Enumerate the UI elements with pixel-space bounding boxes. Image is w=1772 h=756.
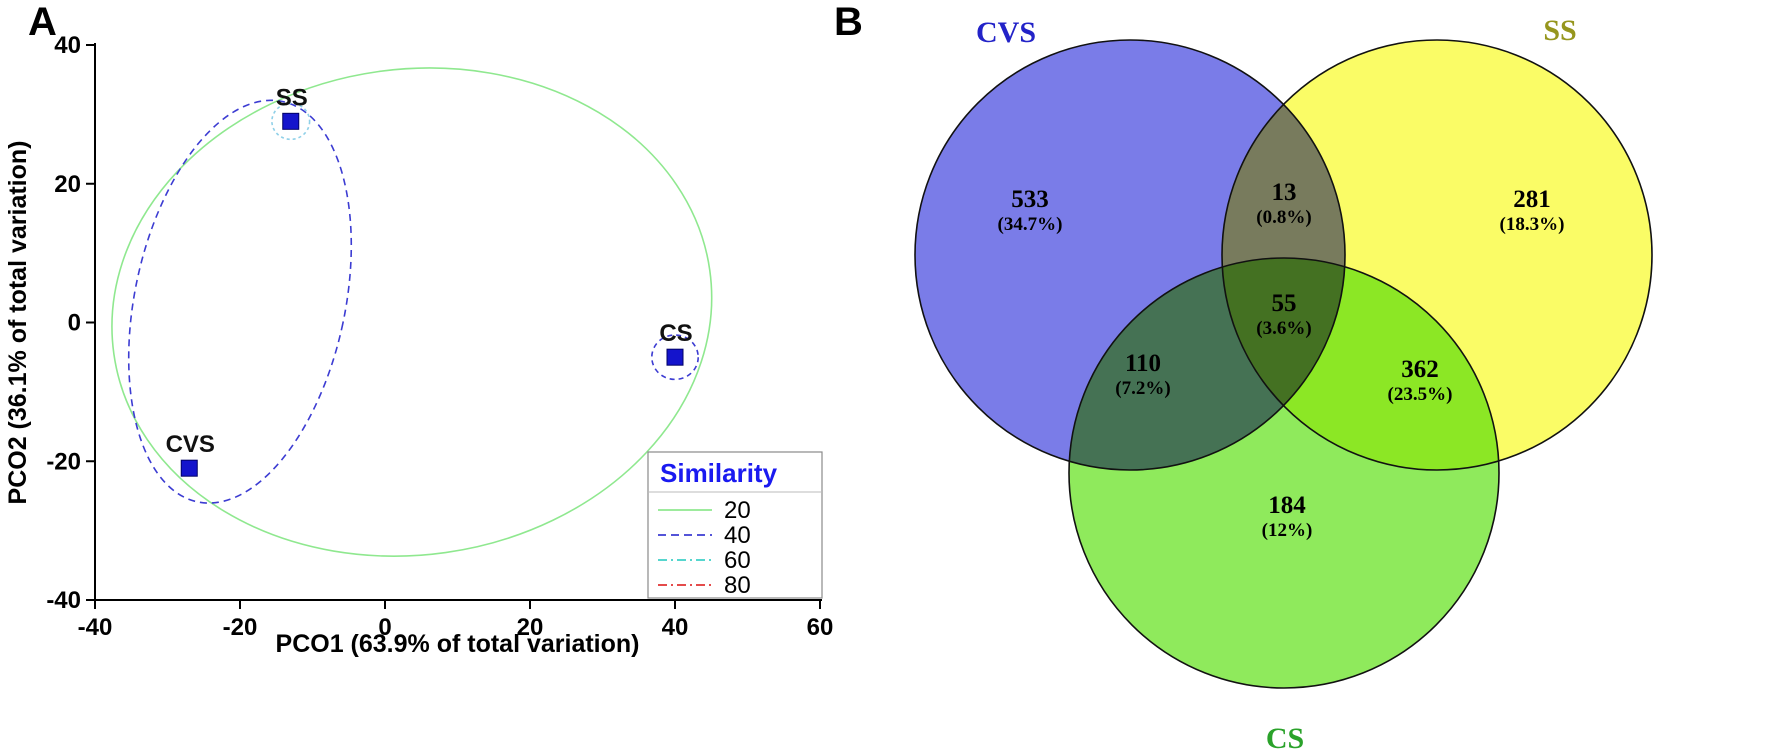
- point-label-CVS: CVS: [166, 431, 215, 458]
- point-label-SS: SS: [276, 84, 308, 111]
- venn-value-cvs_cs: 110: [1125, 350, 1161, 377]
- venn-value-cs: 184: [1268, 492, 1306, 519]
- venn-outline-CVS: [914, 39, 1346, 471]
- similarity-contour-20: [111, 67, 713, 557]
- legend-entry-20: 20: [724, 497, 751, 524]
- venn-set-label-SS: SS: [1543, 14, 1576, 47]
- venn-percent-ss: (18.3%): [1500, 214, 1565, 235]
- legend-entry-80: 80: [724, 572, 751, 599]
- venn-value-cvs_ss_cs: 55: [1272, 290, 1297, 317]
- y-tick-label: 0: [68, 310, 81, 337]
- point-CVS: [180, 459, 198, 477]
- point-CS: [666, 348, 684, 366]
- venn-circle-CS: [1069, 258, 1499, 688]
- y-tick-label: -40: [46, 587, 81, 614]
- venn-percent-ss_cs: (23.5%): [1388, 384, 1453, 405]
- venn-outline-CS: [1068, 257, 1500, 689]
- legend-entry-60: 60: [724, 547, 751, 574]
- similarity-contour-40: [650, 334, 699, 381]
- y-tick-label: 40: [54, 32, 81, 59]
- x-tick-label: 0: [378, 614, 391, 641]
- point-label-CS: CS: [659, 320, 692, 347]
- venn-value-ss: 281: [1513, 186, 1551, 213]
- venn-percent-cvs_ss_cs: (3.6%): [1256, 318, 1311, 339]
- similarity-contour-60: [271, 102, 311, 141]
- y-tick-label: -20: [46, 448, 81, 475]
- legend-box: [647, 451, 823, 599]
- venn-diagram: CVS SS CS 533(34.7%) 281(18.3%) 13(0.8%) 55(3.…: [914, 14, 1653, 755]
- venn-percent-cvs_ss: (0.8%): [1256, 207, 1311, 228]
- venn-percent-cs: (12%): [1262, 520, 1313, 541]
- legend-entry-40: 40: [724, 522, 751, 549]
- x-tick-label: 20: [517, 614, 544, 641]
- venn-circles: [915, 40, 1652, 688]
- venn-value-ss_cs: 362: [1401, 356, 1439, 383]
- venn-set-label-CS: CS: [1266, 722, 1304, 755]
- venn-value-cvs_ss: 13: [1272, 179, 1297, 206]
- x-axis-label: PCO1 (63.9% of total variation): [276, 630, 640, 658]
- x-tick-label: -20: [223, 614, 258, 641]
- y-axis-label: PCO2 (36.1% of total variation): [4, 141, 32, 505]
- x-tick-label: 60: [807, 614, 834, 641]
- y-tick-label: 20: [54, 171, 81, 198]
- similarity-contour-40: [127, 99, 353, 504]
- venn-value-cvs: 533: [1011, 186, 1049, 213]
- x-tick-label: -40: [78, 614, 113, 641]
- panel-a-label: A: [28, 0, 57, 44]
- venn-percent-cvs: (34.7%): [998, 214, 1063, 235]
- venn-percent-cvs_cs: (7.2%): [1115, 378, 1170, 399]
- venn-outline-SS: [1221, 39, 1653, 471]
- venn-set-label-CVS: CVS: [976, 16, 1036, 49]
- point-SS: [282, 112, 300, 130]
- legend-title: Similarity: [660, 458, 778, 488]
- x-tick-label: 40: [662, 614, 689, 641]
- panel-b-label: B: [834, 0, 863, 44]
